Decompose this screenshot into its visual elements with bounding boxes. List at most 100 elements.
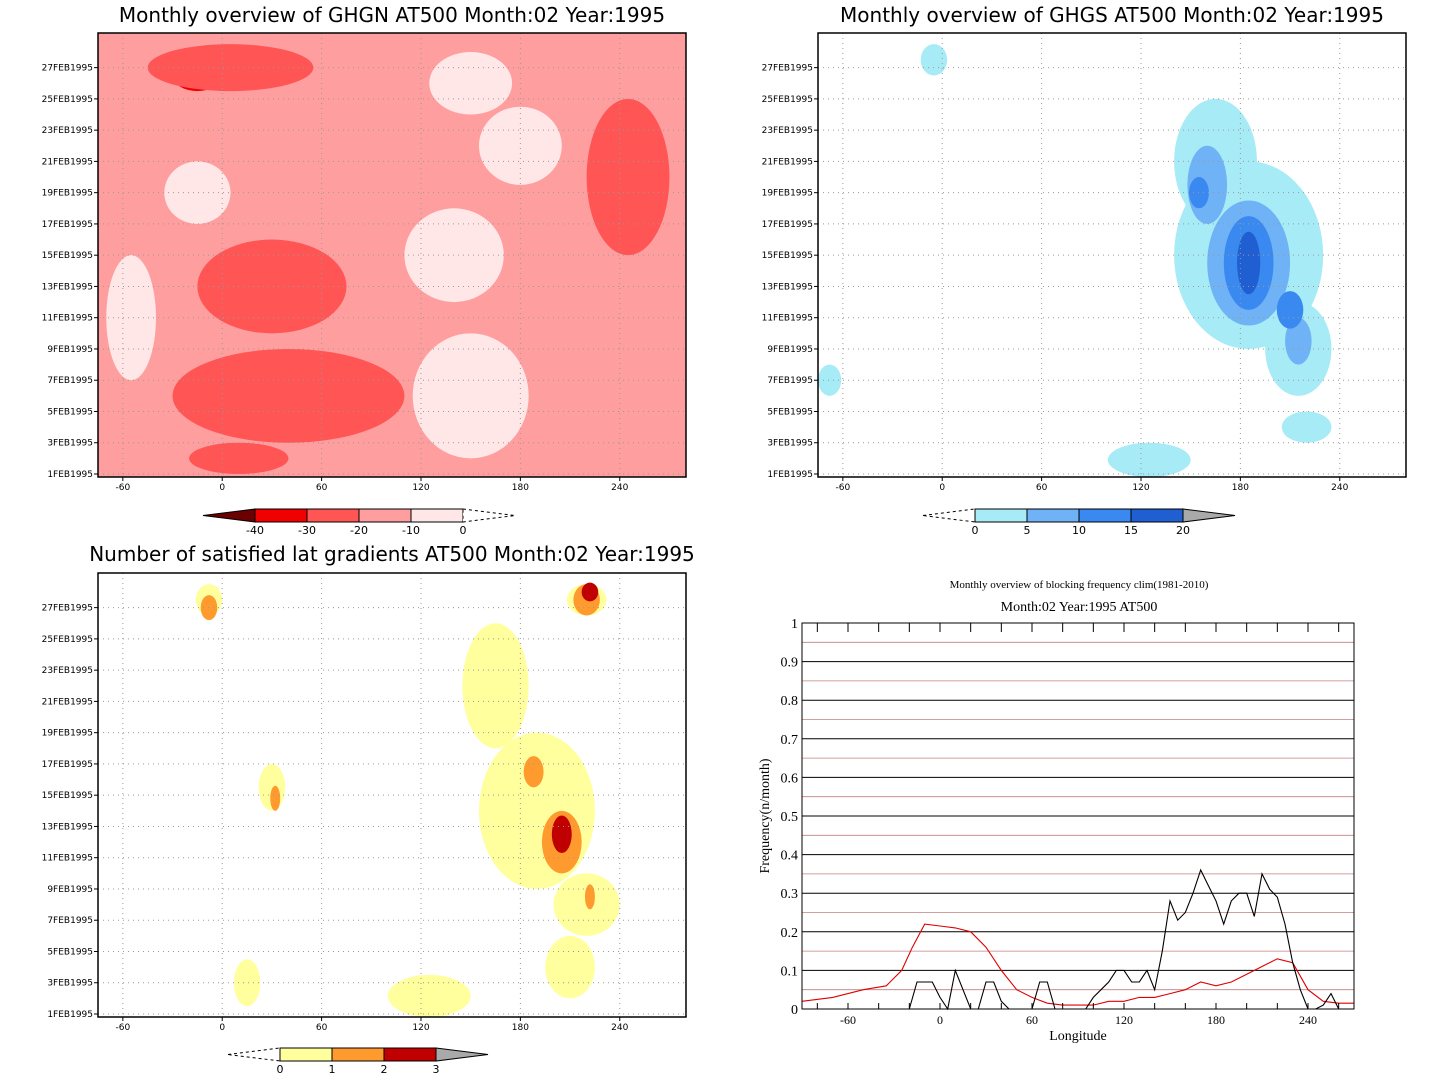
blocking-xlabel: Longitude bbox=[1049, 1029, 1107, 1044]
observed-line bbox=[802, 868, 1354, 1011]
ghgs-title: Monthly overview of GHGS AT500 Month:02 … bbox=[840, 3, 1384, 27]
tick-label-x: 60 bbox=[316, 1023, 328, 1033]
tick-label-y: 27FEB1995 bbox=[762, 64, 813, 74]
tick-label-x: 240 bbox=[611, 483, 628, 493]
ghgs-contour-fill bbox=[818, 44, 1332, 477]
colorbar-segment bbox=[306, 508, 360, 523]
tick-label-x: 60 bbox=[1026, 1013, 1038, 1027]
tick-label-x: 120 bbox=[1115, 1013, 1133, 1027]
tick-label-y: 0.5 bbox=[781, 810, 799, 825]
tick-label-y: 23FEB1995 bbox=[762, 126, 813, 136]
colorbar-segment bbox=[974, 508, 1028, 523]
tick-label-y: 21FEB1995 bbox=[762, 157, 813, 167]
tick-label-x: -60 bbox=[115, 1023, 130, 1033]
colorbar-segment bbox=[279, 1047, 333, 1062]
ghgn-title: Monthly overview of GHGN AT500 Month:02 … bbox=[119, 3, 665, 27]
tick-label-y: 25FEB1995 bbox=[762, 95, 813, 105]
colorbar-label: 0 bbox=[277, 1063, 284, 1076]
ghgn-grid bbox=[98, 33, 686, 477]
tick-label-y: 21FEB1995 bbox=[42, 157, 93, 167]
tick-label-y: 5FEB1995 bbox=[47, 947, 93, 957]
contour-region bbox=[551, 815, 572, 854]
contour-region bbox=[233, 959, 261, 1007]
tick-label-y: 23FEB1995 bbox=[42, 126, 93, 136]
contour-region bbox=[270, 785, 281, 811]
colorbar-segment bbox=[331, 1047, 385, 1062]
tick-label-y: 0 bbox=[791, 1003, 798, 1018]
ghgn-axes: -60 0 60 120 180 240 1FEB1995 3FEB1995 5FEB1995 7… bbox=[42, 64, 629, 493]
colorbar-label: 0 bbox=[972, 524, 979, 537]
tick-label-x: -60 bbox=[840, 1013, 856, 1027]
tick-label-y: 7FEB1995 bbox=[767, 376, 813, 386]
tick-label-x: 180 bbox=[512, 1023, 529, 1033]
tick-label-x: 180 bbox=[1232, 483, 1249, 493]
climatology-line bbox=[801, 923, 1354, 1006]
colorbar-label: 5 bbox=[1024, 524, 1031, 537]
colorbar-segment bbox=[410, 508, 464, 523]
blocking-plot-frame bbox=[801, 622, 1355, 1010]
contour-region bbox=[1107, 442, 1191, 477]
tick-label-y: 0.9 bbox=[781, 656, 799, 671]
tick-label-y: 0.8 bbox=[781, 694, 799, 709]
colorbar-label: 20 bbox=[1176, 524, 1190, 537]
colorbar-segment bbox=[1130, 508, 1184, 523]
colorbar-segment bbox=[922, 508, 976, 523]
colorbar-segment bbox=[462, 508, 516, 523]
tick-label-x: 60 bbox=[1036, 483, 1048, 493]
tick-label-y: 11FEB1995 bbox=[762, 314, 813, 324]
blocking-subtitle: Month:02 Year:1995 AT500 bbox=[1001, 600, 1158, 615]
tick-label-x: 60 bbox=[316, 483, 328, 493]
tick-label-y: 15FEB1995 bbox=[42, 791, 93, 801]
colorbar-label: 1 bbox=[329, 1063, 336, 1076]
lat-gradients-contour-fill bbox=[195, 582, 620, 1017]
tick-label-y: 17FEB1995 bbox=[42, 220, 93, 230]
tick-label-y: 0.1 bbox=[781, 964, 799, 979]
contour-region bbox=[462, 623, 529, 749]
colorbar-segment bbox=[227, 1047, 281, 1062]
contour-region bbox=[404, 208, 504, 303]
lat-gradients-title: Number of satisfied lat gradients AT500 … bbox=[89, 542, 695, 566]
contour-region bbox=[586, 98, 670, 256]
colorbar-segment bbox=[1026, 508, 1080, 523]
tick-label-y: 1 bbox=[791, 617, 798, 632]
lat-gradients-axes: -60 0 60 120 180 240 1FEB1995 3FEB1995 5FEB1995 7… bbox=[42, 604, 629, 1033]
contour-region bbox=[387, 974, 471, 1017]
tick-label-y: 19FEB1995 bbox=[42, 189, 93, 199]
tick-label-y: 0.4 bbox=[781, 849, 799, 864]
tick-label-x: 0 bbox=[937, 1013, 943, 1027]
colorbar-segment bbox=[1182, 508, 1236, 523]
tick-label-y: 21FEB1995 bbox=[42, 697, 93, 707]
colorbar-label: 10 bbox=[1072, 524, 1086, 537]
ghgs-axes: -60 0 60 120 180 240 1FEB1995 3FEB1995 5FEB1995 7… bbox=[762, 64, 1349, 493]
tick-label-y: 9FEB1995 bbox=[767, 345, 813, 355]
contour-region bbox=[172, 348, 405, 443]
contour-region bbox=[818, 364, 842, 396]
colorbar-segment bbox=[254, 508, 308, 523]
contour-region bbox=[1285, 317, 1312, 365]
contour-region bbox=[164, 161, 231, 224]
tick-label-x: 240 bbox=[1299, 1013, 1317, 1027]
tick-label-x: 120 bbox=[1132, 483, 1149, 493]
tick-label-x: -60 bbox=[115, 483, 130, 493]
tick-label-y: 7FEB1995 bbox=[47, 376, 93, 386]
tick-label-y: 0.2 bbox=[781, 926, 799, 941]
tick-label-x: 240 bbox=[611, 1023, 628, 1033]
colorbar-label: 3 bbox=[433, 1063, 440, 1076]
blocking-axes: 0 0.1 0.2 0.3 0.4 0.5 0.6 0.7 0.8 0.9 1 -60 0 60 120 18… bbox=[781, 617, 1340, 1027]
colorbar-label: 2 bbox=[381, 1063, 388, 1076]
contour-region bbox=[189, 442, 289, 474]
colorbar-segment bbox=[435, 1047, 489, 1062]
contour-region bbox=[412, 333, 529, 459]
tick-label-y: 13FEB1995 bbox=[762, 282, 813, 292]
tick-label-y: 15FEB1995 bbox=[762, 251, 813, 261]
tick-label-x: 0 bbox=[219, 1023, 225, 1033]
tick-label-y: 5FEB1995 bbox=[767, 407, 813, 417]
contour-region bbox=[920, 44, 948, 76]
tick-label-y: 3FEB1995 bbox=[47, 439, 93, 449]
contour-region bbox=[197, 239, 347, 334]
ghgn-contour-fill bbox=[98, 33, 686, 477]
colorbar-label: -10 bbox=[402, 524, 420, 537]
tick-label-y: 1FEB1995 bbox=[767, 470, 813, 480]
lat-gradients-colorbar: 0 1 2 3 bbox=[227, 1047, 489, 1076]
